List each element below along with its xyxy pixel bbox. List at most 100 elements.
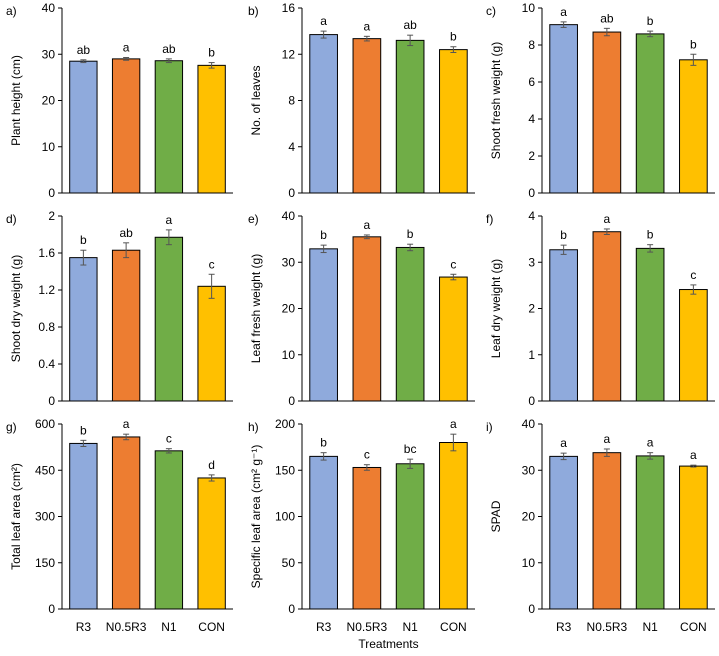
bar-n1 [154, 236, 184, 402]
significance-letter: bc [404, 442, 417, 456]
significance-letter: a [560, 436, 567, 450]
significance-letter: a [450, 417, 457, 431]
significance-letter: c [450, 257, 456, 271]
significance-letter: a [647, 436, 654, 450]
x-tick-label: CON [198, 620, 225, 634]
significance-letter: c [364, 448, 370, 462]
bar-con [439, 442, 468, 610]
significance-letter: a [560, 5, 567, 19]
x-tick-label: N0.5R3 [587, 620, 628, 634]
bar-n1 [154, 450, 184, 610]
significance-letter: b [80, 233, 87, 247]
bar-n05r3 [111, 436, 141, 610]
significance-letter: a [123, 40, 130, 54]
panel-label: f) [486, 212, 493, 226]
bar-con [679, 59, 708, 194]
bar-n1 [635, 455, 665, 610]
x-axis-label: Treatments [358, 637, 418, 651]
y-tick-label: 10 [522, 556, 536, 570]
bar-n05r3 [111, 249, 141, 402]
bar-n05r3 [352, 236, 382, 402]
bar-r3 [69, 257, 98, 402]
y-tick-label: 0.4 [38, 357, 55, 371]
significance-letter: ab [77, 43, 91, 57]
x-tick-label: R3 [316, 620, 332, 634]
y-tick-label: 0 [288, 602, 295, 616]
y-axis-label: Plant height (cm) [9, 55, 23, 146]
bar-con [679, 465, 708, 610]
x-tick-label: N1 [161, 620, 177, 634]
y-tick-label: 0 [288, 186, 295, 200]
x-tick-label: N1 [642, 620, 658, 634]
significance-letter: b [560, 228, 567, 242]
y-tick-label: 8 [528, 38, 535, 52]
y-tick-label: 150 [275, 463, 295, 477]
y-tick-label: 1.6 [38, 246, 55, 260]
significance-letter: b [80, 423, 87, 437]
bar-n05r3 [352, 38, 382, 194]
panel-label: h) [248, 420, 259, 434]
y-tick-label: 20 [42, 94, 56, 108]
y-tick-label: 8 [288, 94, 295, 108]
bar-con [439, 49, 468, 194]
bar-r3 [69, 442, 98, 610]
bar-con [197, 64, 226, 194]
y-tick-label: 0 [48, 186, 55, 200]
x-tick-label: N1 [402, 620, 418, 634]
chart-panel-a: a) 0 10 20 30 40 Plant height (cm) ab a ab b [6, 1, 233, 200]
chart-panel-c: c) 0 2 4 6 8 10 Shoot fresh weight (g) a ab b b [486, 1, 715, 200]
bar-n05r3 [352, 466, 382, 610]
bar-n1 [395, 246, 425, 402]
bar-r3 [309, 455, 338, 610]
y-tick-label: 0 [528, 186, 535, 200]
y-tick-label: 50 [282, 556, 296, 570]
significance-letter: b [407, 227, 414, 241]
significance-letter: b [320, 228, 327, 242]
chart-panel-h: h) 0 50 100 150 200 Specific leaf area (cm² g⁻… [248, 417, 475, 634]
significance-letter: a [364, 218, 371, 232]
bar-r3 [549, 455, 578, 610]
y-tick-label: 40 [42, 1, 56, 15]
panel-label: e) [248, 212, 259, 226]
significance-letter: b [690, 37, 697, 51]
y-tick-label: 30 [42, 47, 56, 61]
bar-n1 [395, 39, 425, 194]
y-tick-label: 3 [528, 255, 535, 269]
y-tick-label: 2 [528, 302, 535, 316]
y-tick-label: 4 [528, 112, 535, 126]
y-tick-label: 0.8 [38, 320, 55, 334]
y-tick-label: 2 [528, 149, 535, 163]
y-tick-label: 30 [282, 255, 296, 269]
y-tick-label: 100 [275, 510, 295, 524]
y-tick-label: 0 [48, 394, 55, 408]
significance-letter: ab [119, 226, 133, 240]
y-axis-label: Shoot fresh weight (g) [489, 42, 503, 159]
panel-label: i) [486, 420, 493, 434]
y-tick-label: 30 [522, 463, 536, 477]
y-tick-label: 200 [275, 417, 295, 431]
bar-n05r3 [592, 31, 622, 194]
x-tick-label: CON [680, 620, 707, 634]
significance-letter: a [690, 448, 697, 462]
bar-n1 [395, 463, 425, 610]
y-tick-label: 40 [282, 209, 296, 223]
y-axis-label: Specific leaf area (cm² g⁻¹) [249, 445, 263, 589]
y-axis-label: No. of leaves [249, 65, 263, 135]
panel-label: g) [6, 420, 17, 434]
significance-letter: b [450, 30, 457, 44]
y-tick-label: 1 [528, 348, 535, 362]
chart-panel-e: e) 0 10 20 30 40 Leaf fresh weight (g) b a b c [248, 209, 475, 408]
bar-r3 [309, 248, 338, 402]
y-axis-label: SPAD [489, 500, 503, 532]
significance-letter: c [690, 268, 696, 282]
y-tick-label: 10 [282, 348, 296, 362]
y-tick-label: 4 [528, 209, 535, 223]
y-tick-label: 20 [282, 302, 296, 316]
y-axis-label: Total leaf area (cm²) [9, 463, 23, 570]
y-tick-label: 0 [528, 602, 535, 616]
significance-letter: ab [162, 42, 176, 56]
chart-panel-i: i) 0 10 20 30 40 SPAD a a a a R3 N0.5R3 N1 CON [486, 417, 715, 634]
significance-letter: a [123, 417, 130, 431]
chart-panel-b: b) 0 4 8 12 16 No. of leaves a a ab b [248, 1, 475, 200]
